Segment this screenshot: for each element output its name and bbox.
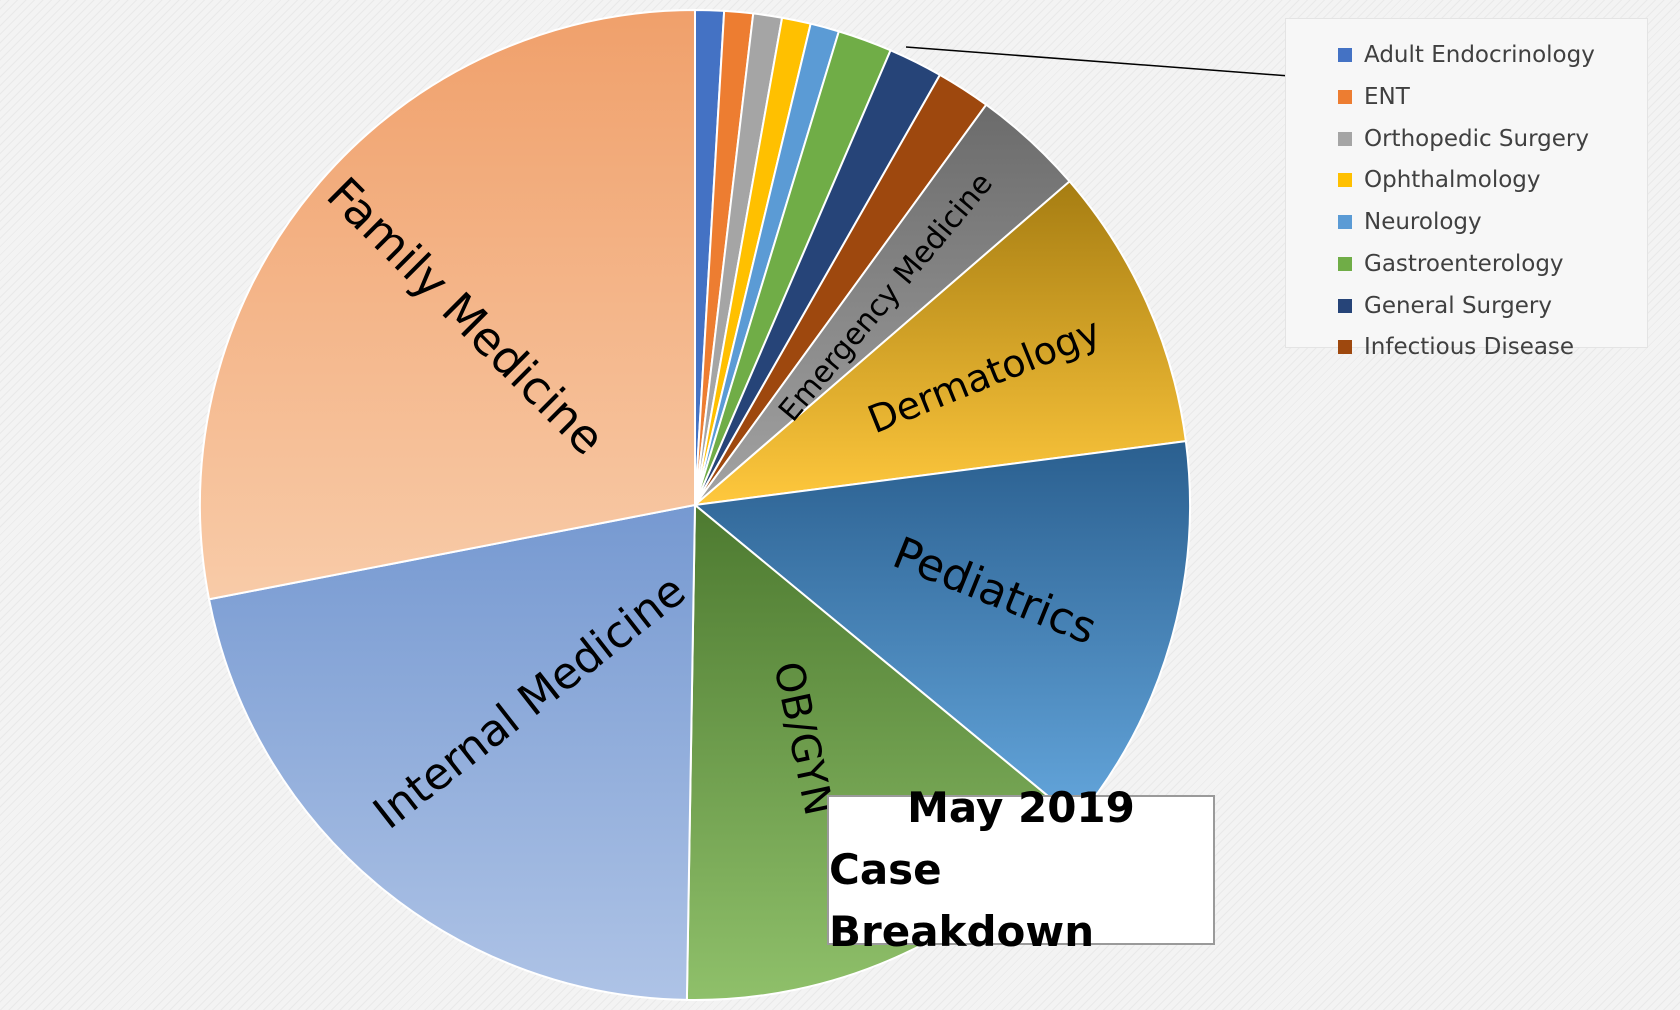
pie-slice-internal-medicine xyxy=(207,503,697,1001)
legend-item: ENT xyxy=(1338,82,1410,112)
pie-slice-dermatology xyxy=(691,179,1187,507)
legend-item: Ophthalmology xyxy=(1338,165,1541,195)
legend-item: Neurology xyxy=(1338,207,1482,237)
legend-swatch xyxy=(1338,90,1352,104)
legend-item: Infectious Disease xyxy=(1338,332,1574,362)
legend-label: Gastroenterology xyxy=(1364,251,1564,277)
legend-swatch xyxy=(1338,215,1352,229)
legend-item: Gastroenterology xyxy=(1338,249,1564,279)
legend-label: Neurology xyxy=(1364,209,1482,235)
chart-title-line-1: May 2019 xyxy=(907,783,1135,832)
legend-item: Orthopedic Surgery xyxy=(1338,124,1589,154)
legend-swatch xyxy=(1338,257,1352,271)
chart-title-box: May 2019 Case Breakdown xyxy=(827,783,1215,956)
chart-title-line-2: Case Breakdown xyxy=(829,845,1095,956)
legend-swatch xyxy=(1338,173,1352,187)
legend-item: General Surgery xyxy=(1338,291,1552,321)
legend-label: Infectious Disease xyxy=(1364,334,1575,360)
legend-label: ENT xyxy=(1364,84,1410,110)
legend: Adult Endocrinology ENT Orthopedic Surge… xyxy=(1285,18,1648,360)
pie-slice-family-medicine xyxy=(199,8,696,601)
legend-label: Adult Endocrinology xyxy=(1364,42,1595,68)
legend-swatch xyxy=(1338,48,1352,62)
legend-swatch xyxy=(1338,340,1352,354)
legend-swatch xyxy=(1338,299,1352,313)
legend-label: Orthopedic Surgery xyxy=(1364,126,1589,152)
legend-swatch xyxy=(1338,132,1352,146)
pie-slice-pediatrics xyxy=(692,440,1191,822)
legend-label: Ophthalmology xyxy=(1364,167,1541,193)
legend-leader-arrow xyxy=(905,46,1305,82)
legend-label: General Surgery xyxy=(1364,293,1552,319)
legend-item: Adult Endocrinology xyxy=(1338,40,1595,70)
